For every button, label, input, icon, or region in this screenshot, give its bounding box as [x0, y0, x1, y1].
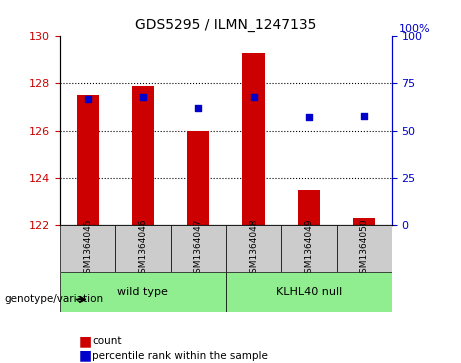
- Bar: [298, 189, 320, 225]
- Text: percentile rank within the sample: percentile rank within the sample: [92, 351, 268, 361]
- Text: ■: ■: [78, 334, 91, 348]
- FancyBboxPatch shape: [171, 225, 226, 272]
- FancyBboxPatch shape: [115, 225, 171, 272]
- Text: GSM1364050: GSM1364050: [360, 218, 369, 279]
- Point: [250, 94, 257, 99]
- Title: GDS5295 / ILMN_1247135: GDS5295 / ILMN_1247135: [135, 19, 317, 33]
- Bar: [353, 218, 375, 225]
- Text: GSM1364048: GSM1364048: [249, 219, 258, 279]
- Point: [195, 105, 202, 111]
- Bar: [187, 131, 209, 225]
- Text: count: count: [92, 336, 122, 346]
- Text: ■: ■: [78, 349, 91, 363]
- FancyBboxPatch shape: [60, 225, 115, 272]
- FancyBboxPatch shape: [226, 272, 392, 312]
- Text: 100%: 100%: [399, 24, 431, 33]
- Text: GSM1364045: GSM1364045: [83, 219, 92, 279]
- FancyBboxPatch shape: [281, 225, 337, 272]
- Bar: [242, 53, 265, 225]
- FancyBboxPatch shape: [60, 272, 226, 312]
- FancyBboxPatch shape: [226, 225, 281, 272]
- Text: GSM1364047: GSM1364047: [194, 219, 203, 279]
- Point: [84, 96, 91, 102]
- FancyBboxPatch shape: [337, 225, 392, 272]
- Point: [305, 115, 313, 121]
- Point: [139, 94, 147, 99]
- Text: KLHL40 null: KLHL40 null: [276, 287, 342, 297]
- Text: wild type: wild type: [118, 287, 168, 297]
- Point: [361, 113, 368, 118]
- Text: GSM1364046: GSM1364046: [138, 219, 148, 279]
- Bar: [132, 86, 154, 225]
- Bar: [77, 95, 99, 225]
- Text: genotype/variation: genotype/variation: [5, 294, 104, 305]
- Text: GSM1364049: GSM1364049: [304, 219, 313, 279]
